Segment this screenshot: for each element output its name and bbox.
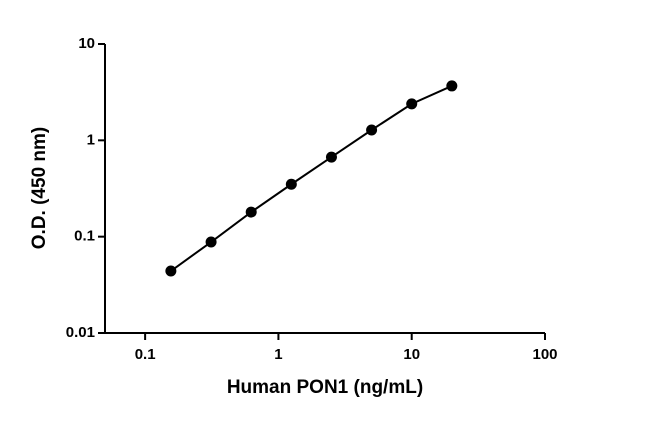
point [285, 178, 297, 190]
point [205, 236, 217, 248]
y-tick-label: 0.1 [74, 228, 95, 245]
y-tick-label: 10 [78, 35, 95, 52]
y-tick-label: 0.01 [66, 324, 95, 341]
point [165, 265, 177, 277]
x-axis-title: Human PON1 (ng/mL) [227, 377, 423, 398]
y-tick-label: 1 [87, 131, 95, 148]
point [245, 206, 257, 218]
point [366, 124, 378, 136]
x-tick-label: 10 [403, 346, 420, 363]
x-tick-label: 0.1 [135, 346, 156, 363]
point [325, 151, 337, 163]
curve [170, 85, 453, 272]
x-tick-label: 100 [532, 346, 557, 363]
point [446, 80, 458, 92]
point [406, 98, 418, 110]
y-axis-title: O.D. (450 nm) [29, 127, 50, 249]
x-tick-label: 1 [274, 346, 282, 363]
